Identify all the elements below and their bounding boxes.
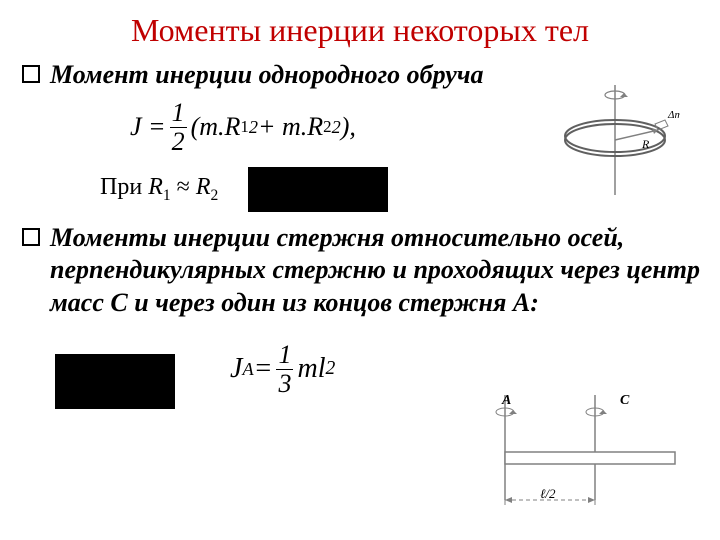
close-paren: ),	[341, 112, 356, 142]
section1-heading: Момент инерции однородного обруча	[50, 59, 483, 92]
section2-heading: Моменты инерции стержня относительно осе…	[50, 222, 720, 320]
section2: Моменты инерции стержня относительно осе…	[22, 222, 720, 320]
approx-prefix: При	[100, 174, 148, 200]
dm-label: Δm	[667, 109, 680, 121]
ring-diagram: Δm R	[550, 80, 680, 200]
page-title: Моменты инерции некоторых тел	[0, 0, 720, 49]
plus: + m.R	[258, 112, 323, 142]
bullet-marker	[22, 228, 40, 246]
formula-ja: JA = 1 3 ml2	[230, 342, 335, 397]
redacted-block-2	[55, 354, 175, 409]
redacted-block-1	[248, 167, 388, 212]
bullet-marker	[22, 65, 40, 83]
r-label: R	[641, 137, 650, 151]
label-c: C	[620, 393, 630, 408]
j-equals: J =	[130, 112, 166, 142]
label-a: A	[501, 393, 511, 408]
halflen-label: ℓ/2	[540, 486, 556, 501]
fraction-half: 1 2	[170, 100, 187, 155]
rod-diagram: A C ℓ/2	[480, 390, 680, 520]
term1-open: (m.R	[191, 112, 241, 142]
